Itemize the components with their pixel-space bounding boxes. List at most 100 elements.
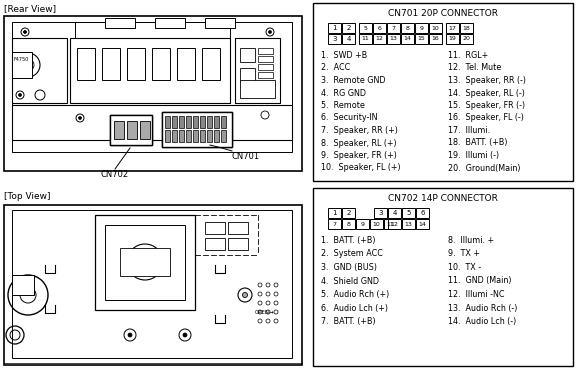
Bar	[384, 219, 397, 229]
Bar	[186, 116, 191, 128]
Text: 8: 8	[347, 222, 350, 226]
Text: 12.  Illumi -NC: 12. Illumi -NC	[448, 290, 505, 299]
Bar	[235, 38, 280, 103]
Bar	[12, 22, 292, 152]
Bar	[127, 48, 145, 80]
Bar	[258, 56, 273, 62]
Text: 17.  Illumi.: 17. Illumi.	[448, 126, 490, 135]
Bar	[387, 23, 400, 33]
Text: 9: 9	[361, 222, 365, 226]
Bar	[179, 130, 184, 142]
Bar	[446, 23, 459, 33]
Bar	[70, 38, 230, 103]
Text: 11: 11	[362, 37, 369, 41]
Bar	[193, 116, 198, 128]
Text: CN701: CN701	[232, 152, 260, 161]
Text: 19.  Illumi (-): 19. Illumi (-)	[448, 151, 499, 160]
Text: CN701 20P CONNECTOR: CN701 20P CONNECTOR	[388, 9, 498, 18]
Bar	[152, 48, 170, 80]
Text: OPEN→: OPEN→	[255, 310, 275, 315]
Bar	[12, 38, 67, 103]
Bar	[105, 225, 185, 300]
Text: 5.  Remote: 5. Remote	[321, 101, 365, 110]
Bar	[205, 18, 235, 28]
Text: CN702: CN702	[101, 170, 129, 179]
Text: 10.  Speaker, FL (+): 10. Speaker, FL (+)	[321, 164, 401, 172]
Text: 14: 14	[404, 37, 411, 41]
Text: 2.  ACC: 2. ACC	[321, 64, 350, 73]
Text: CN702 14P CONNECTOR: CN702 14P CONNECTOR	[388, 194, 498, 203]
Bar	[102, 48, 120, 80]
Text: 16.  Speaker, FL (-): 16. Speaker, FL (-)	[448, 114, 524, 122]
Bar	[402, 219, 415, 229]
Bar	[328, 208, 341, 218]
Text: 1: 1	[332, 210, 337, 216]
Text: 7: 7	[332, 222, 336, 226]
Text: 2: 2	[346, 25, 351, 31]
Text: 10: 10	[373, 222, 380, 226]
Text: 14: 14	[419, 222, 426, 226]
Text: 5: 5	[406, 210, 411, 216]
Bar	[402, 208, 415, 218]
Bar	[228, 238, 248, 250]
Bar	[328, 23, 341, 33]
Text: 11.  GND (Main): 11. GND (Main)	[448, 276, 511, 286]
Bar	[12, 105, 292, 140]
Text: F4750: F4750	[14, 57, 29, 62]
Bar	[401, 34, 414, 44]
Text: 2.  System ACC: 2. System ACC	[321, 249, 383, 259]
Text: 1.  BATT. (+B): 1. BATT. (+B)	[321, 236, 376, 245]
Bar	[165, 116, 170, 128]
Circle shape	[242, 293, 248, 297]
Bar	[114, 121, 124, 139]
Circle shape	[268, 30, 271, 34]
Text: 20.  Ground(Main): 20. Ground(Main)	[448, 164, 521, 172]
Text: 12.  Tel. Mute: 12. Tel. Mute	[448, 64, 501, 73]
Circle shape	[199, 117, 202, 120]
Circle shape	[78, 117, 81, 120]
Bar	[313, 3, 573, 181]
Bar	[165, 130, 170, 142]
Text: 15: 15	[418, 37, 425, 41]
Bar	[172, 130, 177, 142]
Bar	[370, 219, 383, 229]
Text: 20: 20	[463, 37, 471, 41]
Bar	[221, 130, 226, 142]
Text: 3.  GND (BUS): 3. GND (BUS)	[321, 263, 377, 272]
Bar	[110, 115, 152, 145]
Bar	[415, 23, 428, 33]
Bar	[356, 219, 369, 229]
Bar	[429, 23, 442, 33]
Bar	[95, 215, 195, 310]
Bar	[200, 116, 205, 128]
Bar	[460, 23, 473, 33]
Bar	[127, 121, 137, 139]
Bar	[75, 22, 230, 40]
Bar	[4, 205, 302, 365]
Text: 6: 6	[377, 26, 381, 30]
Text: 7.  Speaker, RR (+): 7. Speaker, RR (+)	[321, 126, 398, 135]
Bar	[388, 219, 401, 229]
Text: 1.  SWD +B: 1. SWD +B	[321, 51, 367, 60]
Text: 4.  RG GND: 4. RG GND	[321, 88, 366, 98]
Text: 3: 3	[332, 36, 337, 42]
Text: 6.  Audio Lch (+): 6. Audio Lch (+)	[321, 303, 388, 313]
Bar	[415, 34, 428, 44]
Text: 14.  Audio Lch (-): 14. Audio Lch (-)	[448, 317, 516, 326]
Bar	[374, 208, 387, 218]
Bar	[328, 219, 341, 229]
Text: 7: 7	[392, 26, 396, 30]
Bar	[105, 18, 135, 28]
Bar	[205, 238, 225, 250]
Text: 13: 13	[389, 37, 397, 41]
Text: 8: 8	[406, 26, 410, 30]
Circle shape	[183, 333, 187, 337]
Bar	[328, 34, 341, 44]
Text: 9.  TX +: 9. TX +	[448, 249, 480, 259]
Text: 10.  TX -: 10. TX -	[448, 263, 481, 272]
Bar	[207, 116, 212, 128]
Bar	[258, 72, 273, 78]
Circle shape	[128, 333, 132, 337]
Text: 13.  Speaker, RR (-): 13. Speaker, RR (-)	[448, 76, 526, 85]
Bar	[258, 64, 273, 70]
